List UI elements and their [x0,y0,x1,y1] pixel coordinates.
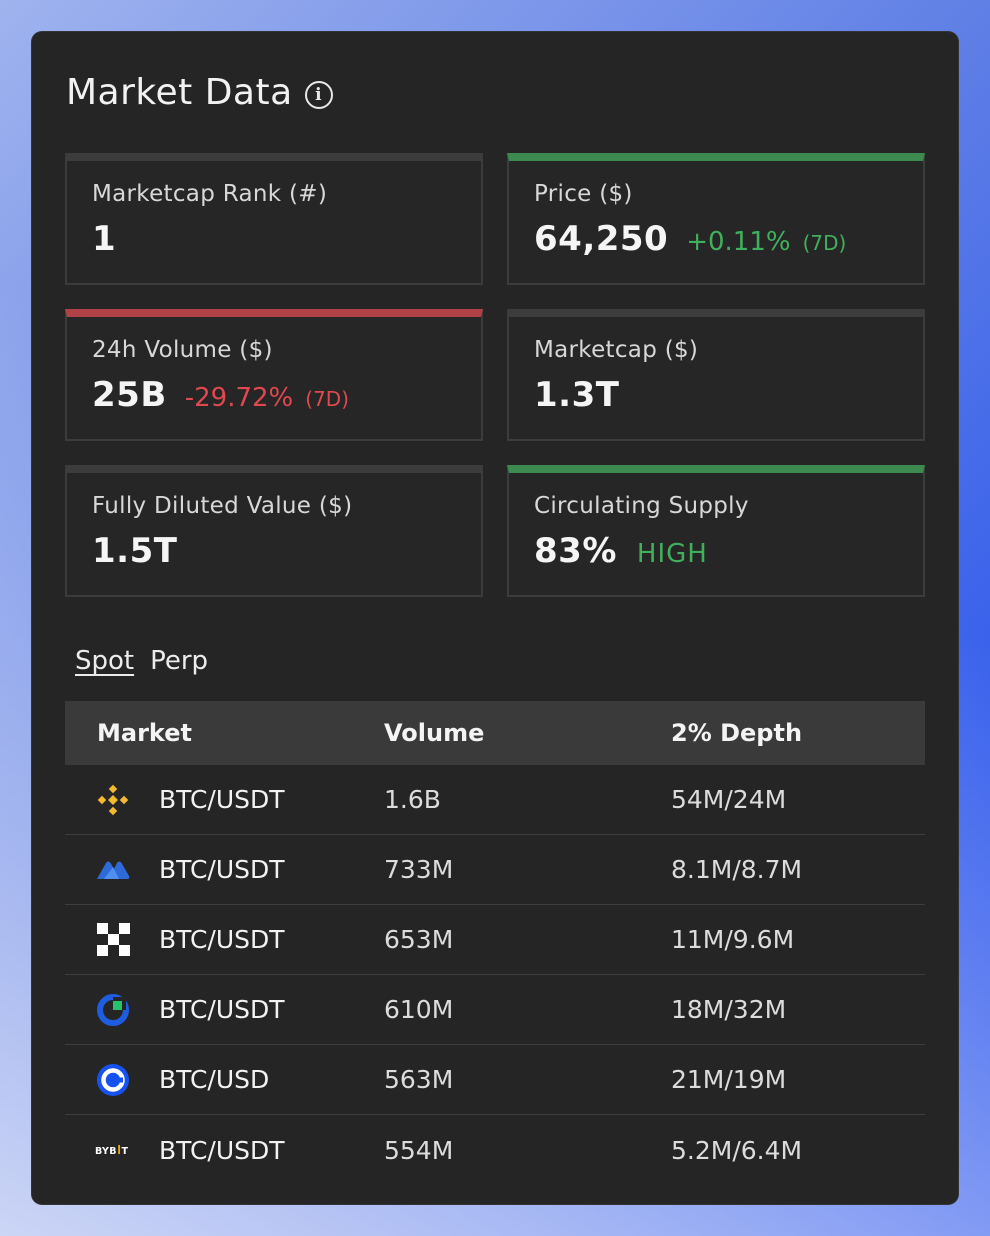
coinbase-icon [95,1062,131,1098]
stat-value: 83% [534,531,617,571]
change-period: (7D) [802,231,847,255]
market-depth: 21M/19M [671,1065,787,1094]
market-depth: 8.1M/8.7M [671,855,803,884]
page-title: Market Data [66,72,293,113]
table-header: Market Volume 2% Depth [65,701,925,765]
stat-label: Circulating Supply [534,493,749,519]
market-volume: 554M [384,1135,454,1165]
market-depth: 5.2M/6.4M [671,1135,803,1165]
supply-level-badge: HIGH [636,539,708,569]
market-volume: 563M [384,1065,454,1094]
stat-value: 64,250 [534,219,669,259]
stat-marketcap: Marketcap ($) 1.3T [507,309,925,441]
stat-label: 24h Volume ($) [92,337,273,363]
stat-label: Marketcap ($) [534,337,699,363]
binance-icon [95,782,131,818]
column-header-volume[interactable]: Volume [384,719,485,747]
tab-perp[interactable]: Perp [150,646,209,676]
card-header: Market Data i [66,72,333,113]
change-period: (7D) [305,387,349,411]
market-pair: BTC/USDT [159,785,285,814]
price-change: +0.11% [686,227,791,257]
stat-value: 25B [92,375,167,415]
market-volume: 1.6B [384,785,441,814]
market-volume: 653M [384,925,454,954]
markets-table: Market Volume 2% Depth [65,701,925,1185]
market-depth: 54M/24M [671,785,787,814]
stat-label: Price ($) [534,181,633,207]
table-row[interactable]: BTC/USDT 733M 8.1M/8.7M [65,835,925,905]
market-type-tabs: Spot Perp [75,646,208,676]
table-row[interactable]: BTC/USDT 610M 18M/32M [65,975,925,1045]
stat-value: 1.3T [534,375,620,415]
column-header-market[interactable]: Market [97,719,192,747]
table-row[interactable]: BTC/USDT 1.6B 54M/24M [65,765,925,835]
market-pair: BTC/USDT [159,995,285,1024]
table-row[interactable]: BTC/USD 563M 21M/19M [65,1045,925,1115]
svg-text:T: T [122,1146,129,1157]
stat-label: Marketcap Rank (#) [92,181,328,207]
column-header-depth[interactable]: 2% Depth [671,719,803,747]
market-volume: 733M [384,855,454,884]
market-data-card: Market Data i Marketcap Rank (#) 1 Price… [32,32,958,1204]
stat-marketcap-rank: Marketcap Rank (#) 1 [65,153,483,285]
stat-label: Fully Diluted Value ($) [92,493,353,519]
market-depth: 11M/9.6M [671,925,795,954]
svg-text:BYB: BYB [95,1146,117,1157]
market-depth: 18M/32M [671,995,787,1024]
market-pair: BTC/USDT [159,925,285,954]
table-row[interactable]: BTC/USDT 653M 11M/9.6M [65,905,925,975]
market-pair: BTC/USDT [159,1135,285,1165]
market-pair: BTC/USD [159,1065,270,1094]
bybit-icon: BYB T [95,1132,131,1168]
volume-change: -29.72% [184,383,294,413]
info-icon[interactable]: i [304,80,333,109]
market-volume: 610M [384,995,454,1024]
stat-value: 1.5T [92,531,178,571]
mexc-icon [95,852,131,888]
stat-fully-diluted-value: Fully Diluted Value ($) 1.5T [65,465,483,597]
kucoin-icon [95,992,131,1028]
stat-24h-volume: 24h Volume ($) 25B -29.72% (7D) [65,309,483,441]
stat-price: Price ($) 64,250 +0.11% (7D) [507,153,925,285]
stat-value: 1 [92,219,117,259]
tab-spot[interactable]: Spot [75,646,135,676]
stats-grid: Marketcap Rank (#) 1 Price ($) 64,250 +0… [65,153,925,597]
table-row[interactable]: BYB T BTC/USDT 554M 5.2M/6.4M [65,1115,925,1185]
stat-circulating-supply: Circulating Supply 83% HIGH [507,465,925,597]
okx-icon [95,922,131,958]
market-pair: BTC/USDT [159,855,285,884]
